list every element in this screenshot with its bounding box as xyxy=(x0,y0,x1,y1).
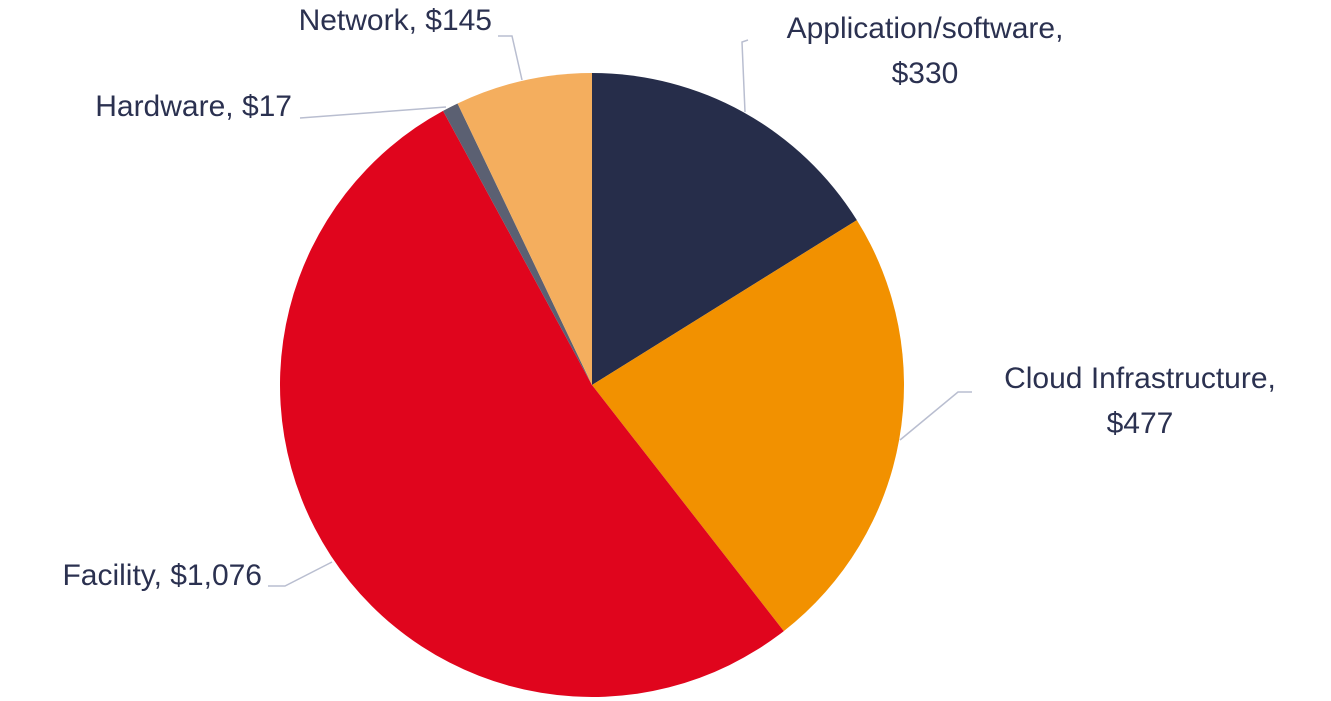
slice-label: $330 xyxy=(892,57,959,90)
pie-slice xyxy=(443,103,592,385)
slice-label: Facility, $1,076 xyxy=(62,559,262,592)
leader-line xyxy=(741,39,749,113)
slice-label: $477 xyxy=(1107,407,1174,440)
leader-line xyxy=(268,561,333,587)
leader-line xyxy=(299,106,447,119)
pie-slice xyxy=(592,73,857,385)
pie-slice xyxy=(592,220,904,632)
pie-slice xyxy=(457,73,592,385)
leader-lines xyxy=(268,35,972,587)
slice-label: Application/software, xyxy=(787,12,1064,45)
slice-label: Hardware, $17 xyxy=(95,90,292,123)
slice-label: Cloud Infrastructure, xyxy=(1004,362,1276,395)
leader-line xyxy=(899,391,972,441)
pie-slice xyxy=(280,110,784,698)
slice-label: Network, $145 xyxy=(299,4,492,37)
leader-line xyxy=(498,35,523,81)
